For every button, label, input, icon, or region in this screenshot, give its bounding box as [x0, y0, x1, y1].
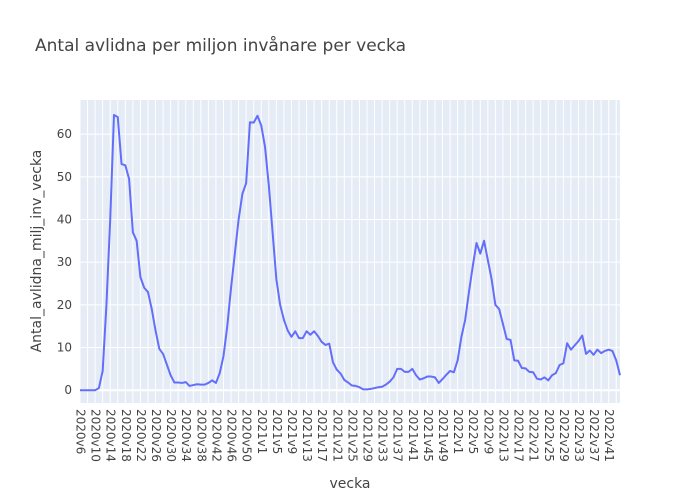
x-tick-label: 2021v13 — [300, 409, 314, 462]
x-tick-label: 2022v1 — [451, 409, 465, 454]
y-tick-label: 60 — [57, 127, 72, 141]
x-tick-label: 2020v42 — [209, 409, 223, 462]
y-tick-label: 50 — [57, 170, 72, 184]
y-tick-label: 10 — [57, 341, 72, 355]
y-tick-label: 0 — [64, 383, 72, 397]
x-tick-label: 2021v45 — [421, 409, 435, 462]
x-tick-label: 2022v37 — [587, 409, 601, 462]
x-tick-label: 2020v6 — [74, 409, 88, 454]
chart-title: Antal avlidna per miljon invånare per ve… — [35, 35, 406, 56]
x-tick-label: 2020v30 — [164, 409, 178, 462]
x-tick-label: 2020v50 — [240, 409, 254, 462]
y-tick-label: 30 — [57, 255, 72, 269]
x-tick-label: 2020v22 — [134, 409, 148, 462]
x-tick-label: 2022v33 — [572, 409, 586, 462]
series-line — [80, 113, 621, 392]
series-lines — [80, 113, 621, 392]
x-tick-label: 2021v33 — [376, 409, 390, 462]
x-tick-label: 2022v25 — [542, 409, 556, 462]
x-tick-label: 2022v13 — [496, 409, 510, 462]
x-tick-label: 2021v25 — [345, 409, 359, 462]
plot-area — [80, 100, 620, 403]
x-tick-label: 2022v29 — [557, 409, 571, 462]
x-tick-label: 2021v5 — [270, 409, 284, 454]
y-tick-labels: 0 10 20 30 40 50 60 — [57, 127, 72, 397]
x-tick-label: 2020v26 — [149, 409, 163, 462]
x-tick-label: 2022v41 — [602, 409, 616, 462]
x-tick-labels: 2020v6 2020v10 2020v14 2020v18 2020v22 2020v2… — [74, 409, 617, 462]
x-tick-label: 2020v14 — [104, 409, 118, 462]
gridlines — [79, 100, 620, 403]
x-tick-label: 2020v18 — [119, 409, 133, 462]
x-tick-label: 2021v17 — [315, 409, 329, 462]
x-tick-label: 2021v49 — [436, 409, 450, 462]
x-tick-label: 2022v21 — [527, 409, 541, 462]
x-tick-label: 2021v37 — [391, 409, 405, 462]
x-tick-label: 2020v34 — [179, 409, 193, 462]
x-axis-title: vecka — [329, 476, 370, 492]
y-tick-label: 20 — [57, 298, 72, 312]
x-tick-label: 2020v10 — [89, 409, 103, 462]
x-tick-label: 2021v21 — [330, 409, 344, 462]
x-tick-label: 2021v29 — [360, 409, 374, 462]
x-tick-label: 2021v41 — [406, 409, 420, 462]
x-tick-label: 2021v9 — [285, 409, 299, 454]
x-tick-label: 2022v5 — [466, 409, 480, 454]
x-tick-label: 2021v1 — [255, 409, 269, 454]
x-tick-label: 2022v9 — [481, 409, 495, 454]
x-tick-label: 2020v38 — [194, 409, 208, 462]
x-tick-label: 2020v46 — [225, 409, 239, 462]
x-tick-label: 2022v17 — [512, 409, 526, 462]
y-axis-title: Antal_avlidna_milj_inv_vecka — [29, 150, 45, 353]
y-tick-label: 40 — [57, 212, 72, 226]
